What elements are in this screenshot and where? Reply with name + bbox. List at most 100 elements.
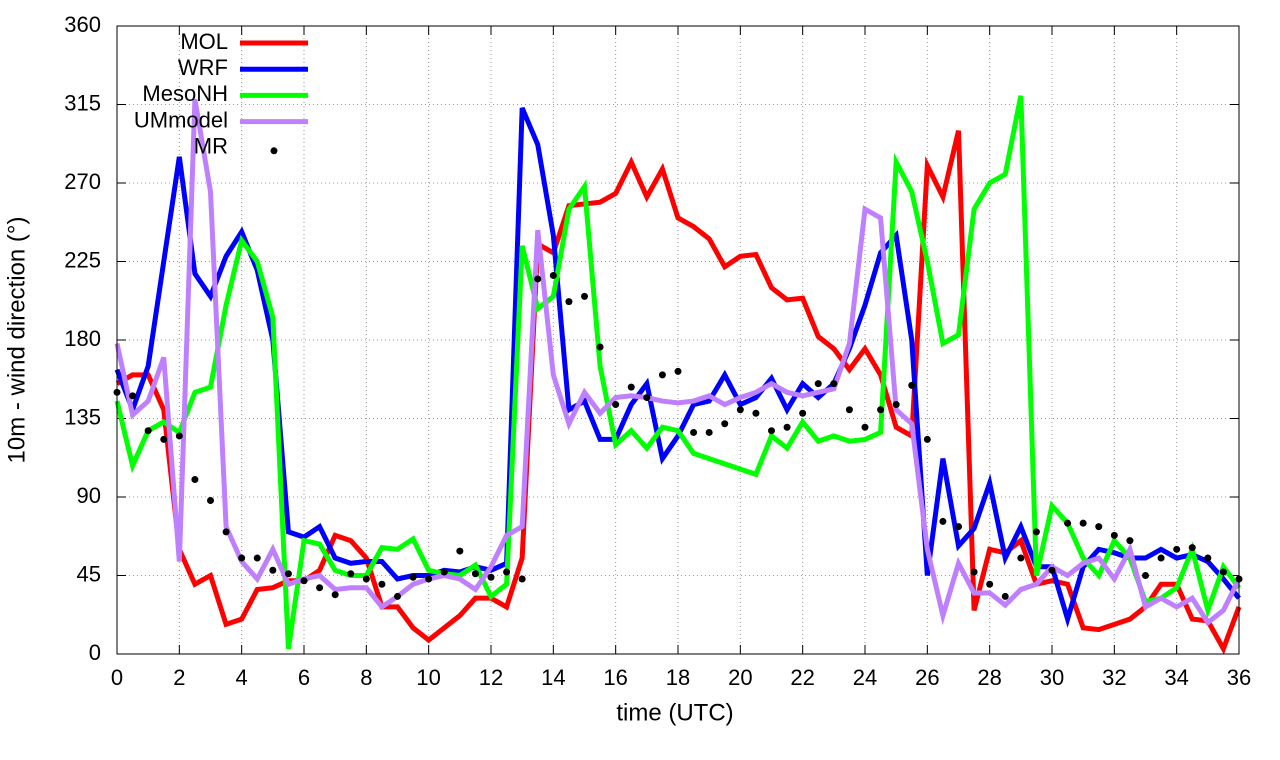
data-point xyxy=(830,380,838,388)
data-point xyxy=(362,575,370,583)
x-tick-label: 22 xyxy=(790,665,814,690)
data-point xyxy=(814,380,822,388)
y-tick-label: 315 xyxy=(64,90,101,115)
x-tick-label: 24 xyxy=(853,665,877,690)
data-point xyxy=(269,566,277,574)
data-point xyxy=(877,406,885,414)
data-point xyxy=(674,367,682,375)
data-point xyxy=(191,476,199,484)
x-tick-label: 28 xyxy=(977,665,1001,690)
x-tick-label: 26 xyxy=(915,665,939,690)
y-tick-label: 270 xyxy=(64,169,101,194)
data-point xyxy=(892,401,900,409)
data-point xyxy=(1204,554,1212,562)
x-tick-label: 34 xyxy=(1164,665,1188,690)
data-point xyxy=(1188,544,1196,552)
legend-label: WRF xyxy=(178,55,228,80)
data-point xyxy=(939,517,947,525)
data-point xyxy=(565,298,573,306)
y-tick-label: 360 xyxy=(64,12,101,37)
data-point xyxy=(690,428,698,436)
x-tick-label: 8 xyxy=(360,665,372,690)
x-tick-label: 30 xyxy=(1040,665,1064,690)
legend-label: MesoNH xyxy=(142,81,228,106)
legend-label: UMmodel xyxy=(134,107,228,132)
data-point xyxy=(1126,537,1134,545)
data-point xyxy=(207,496,214,504)
data-point xyxy=(1095,523,1103,531)
data-point xyxy=(923,435,931,443)
data-point xyxy=(799,409,807,417)
y-axis-label: 10m - wind direction (°) xyxy=(3,216,30,463)
data-point xyxy=(658,371,666,379)
data-point xyxy=(316,584,324,592)
data-point xyxy=(1001,592,1009,600)
data-point xyxy=(425,575,433,583)
data-point xyxy=(627,383,635,391)
x-tick-label: 36 xyxy=(1227,665,1251,690)
y-tick-label: 135 xyxy=(64,404,101,429)
data-point xyxy=(144,427,152,435)
data-point xyxy=(1032,528,1040,536)
data-point xyxy=(160,435,168,443)
x-tick-label: 18 xyxy=(666,665,690,690)
data-point xyxy=(581,292,588,300)
legend-marker xyxy=(270,147,278,155)
data-point xyxy=(503,568,511,576)
x-tick-label: 12 xyxy=(479,665,503,690)
x-tick-label: 4 xyxy=(236,665,248,690)
data-point xyxy=(643,394,651,402)
data-point xyxy=(175,432,183,440)
data-point xyxy=(1064,519,1072,527)
data-point xyxy=(347,570,355,578)
data-point xyxy=(409,573,417,581)
data-point xyxy=(970,568,978,576)
legend-label: MOL xyxy=(180,29,228,54)
data-point xyxy=(456,547,464,555)
data-point xyxy=(549,271,557,279)
data-point xyxy=(518,575,526,583)
data-point xyxy=(378,580,386,588)
data-point xyxy=(253,554,261,562)
data-point xyxy=(1157,554,1165,562)
data-point xyxy=(331,591,339,599)
x-tick-label: 6 xyxy=(298,665,310,690)
data-point xyxy=(129,392,137,400)
data-point xyxy=(736,406,744,414)
data-point xyxy=(471,570,479,578)
data-point xyxy=(1173,545,1181,553)
x-axis-label: time (UTC) xyxy=(616,699,733,726)
x-tick-label: 32 xyxy=(1102,665,1126,690)
data-point xyxy=(284,570,292,578)
data-point xyxy=(908,381,916,389)
data-point xyxy=(845,406,853,414)
data-point xyxy=(440,568,448,576)
y-tick-label: 225 xyxy=(64,247,101,272)
series-line xyxy=(114,95,1242,650)
data-point xyxy=(596,343,604,351)
data-point xyxy=(612,401,620,409)
data-point xyxy=(783,423,791,431)
data-point xyxy=(238,554,246,562)
data-point xyxy=(768,427,775,435)
data-point xyxy=(752,409,760,417)
x-tick-label: 20 xyxy=(728,665,752,690)
x-tick-label: 14 xyxy=(541,665,565,690)
plot-frame xyxy=(116,25,1240,655)
data-point xyxy=(1142,572,1149,579)
data-point xyxy=(1110,531,1118,539)
y-tick-label: 0 xyxy=(89,640,101,665)
y-tick-label: 45 xyxy=(77,561,101,586)
x-tick-label: 10 xyxy=(416,665,440,690)
data-point xyxy=(300,577,308,585)
data-point xyxy=(394,592,401,600)
data-point xyxy=(955,523,962,531)
data-point xyxy=(1219,568,1227,576)
data-point xyxy=(222,528,230,536)
x-tick-label: 2 xyxy=(173,665,185,690)
data-point xyxy=(721,420,729,428)
y-tick-label: 180 xyxy=(64,326,101,351)
x-tick-label: 16 xyxy=(603,665,627,690)
data-point xyxy=(705,428,713,436)
